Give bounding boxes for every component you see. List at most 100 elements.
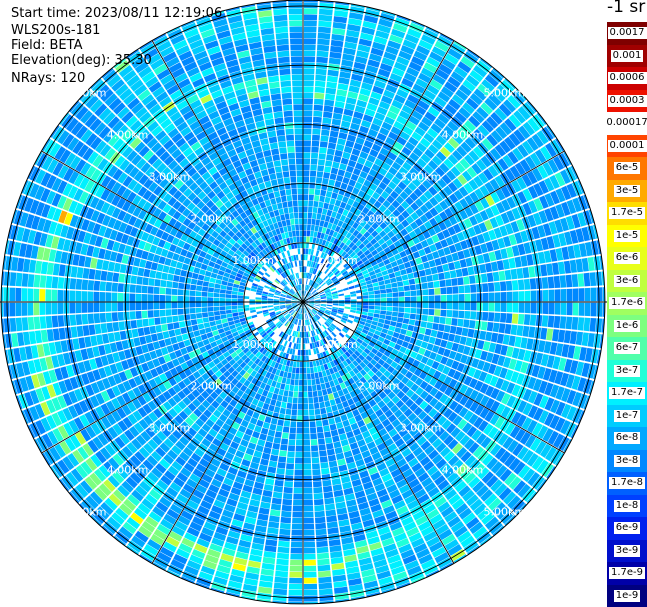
beta-bin [386, 311, 393, 316]
beta-bin [293, 305, 299, 310]
beta-bin [185, 345, 194, 353]
beta-bin [219, 306, 226, 311]
beta-bin [25, 375, 35, 390]
beta-bin [219, 366, 227, 374]
beta-bin [198, 571, 214, 581]
beta-bin [523, 242, 532, 254]
beta-bin [336, 240, 342, 247]
beta-bin [310, 311, 314, 317]
beta-bin [303, 338, 305, 344]
beta-bin [267, 305, 274, 308]
beta-bin [324, 431, 332, 438]
beta-bin [254, 393, 262, 401]
beta-bin [333, 106, 344, 115]
beta-bin [469, 215, 478, 226]
beta-bin [362, 206, 370, 215]
beta-bin [468, 442, 480, 454]
beta-bin [160, 280, 167, 288]
beta-bin [387, 230, 395, 239]
beta-bin [289, 385, 294, 392]
beta-bin [488, 497, 502, 511]
beta-bin [296, 421, 303, 428]
beta-bin [332, 435, 340, 443]
beta-bin [182, 377, 192, 386]
beta-bin [412, 251, 421, 259]
beta-bin [395, 322, 403, 328]
beta-bin [567, 345, 576, 359]
beta-bin [318, 20, 332, 28]
beta-bin [446, 170, 457, 181]
beta-bin [321, 227, 327, 234]
beta-bin [344, 351, 351, 358]
beta-bin [437, 346, 446, 356]
beta-bin [362, 20, 377, 30]
beta-bin [548, 221, 558, 235]
beta-bin [494, 302, 501, 312]
beta-bin [225, 355, 233, 362]
beta-bin [339, 362, 346, 370]
beta-bin [348, 285, 355, 290]
beta-bin [507, 495, 521, 509]
beta-bin [41, 386, 51, 400]
beta-bin [501, 199, 511, 212]
beta-bin [291, 529, 303, 536]
beta-bin [312, 275, 317, 281]
beta-bin [473, 88, 487, 101]
beta-bin [363, 381, 371, 389]
beta-bin [303, 98, 313, 105]
beta-bin [344, 217, 351, 224]
beta-bin [314, 499, 324, 506]
beta-bin [326, 448, 335, 456]
beta-bin [29, 406, 40, 421]
beta-bin [546, 355, 555, 368]
beta-bin [349, 227, 356, 234]
beta-bin [358, 211, 366, 220]
beta-bin [587, 257, 595, 271]
beta-bin [353, 534, 366, 543]
beta-bin [200, 565, 215, 576]
beta-bin [407, 28, 422, 39]
beta-bin [121, 392, 132, 404]
beta-bin [238, 351, 245, 358]
beta-bin [286, 402, 292, 409]
beta-bin [511, 384, 521, 397]
beta-bin [146, 455, 158, 467]
beta-bin [116, 395, 126, 407]
beta-bin [112, 322, 120, 332]
beta-bin [82, 268, 90, 279]
beta-bin [437, 501, 451, 513]
beta-bin [392, 307, 399, 312]
beta-bin [506, 395, 517, 408]
beta-bin [317, 564, 331, 572]
beta-bin [143, 544, 159, 556]
beta-bin [246, 473, 256, 482]
beta-bin [501, 392, 511, 405]
beta-bin [209, 382, 218, 391]
beta-bin [401, 516, 414, 527]
beta-bin [172, 358, 180, 367]
beta-bin [123, 498, 137, 511]
beta-bin [255, 525, 267, 533]
beta-bin [439, 430, 450, 442]
beta-bin [511, 411, 522, 425]
beta-bin [332, 277, 338, 283]
beta-bin [314, 510, 325, 518]
beta-bin [497, 355, 506, 367]
beta-bin [303, 379, 308, 386]
beta-bin [265, 539, 278, 547]
beta-bin [334, 416, 342, 424]
beta-bin [394, 438, 405, 448]
beta-bin [303, 230, 307, 237]
beta-bin [249, 299, 256, 302]
beta-bin [366, 154, 376, 163]
beta-bin [381, 343, 388, 350]
beta-bin [137, 267, 145, 277]
beta-bin [325, 406, 333, 413]
beta-bin [280, 444, 288, 451]
beta-bin [359, 507, 371, 516]
beta-bin [304, 313, 307, 320]
beta-bin [480, 243, 488, 254]
beta-bin [295, 445, 303, 452]
beta-bin [291, 302, 298, 304]
beta-bin [354, 247, 361, 254]
